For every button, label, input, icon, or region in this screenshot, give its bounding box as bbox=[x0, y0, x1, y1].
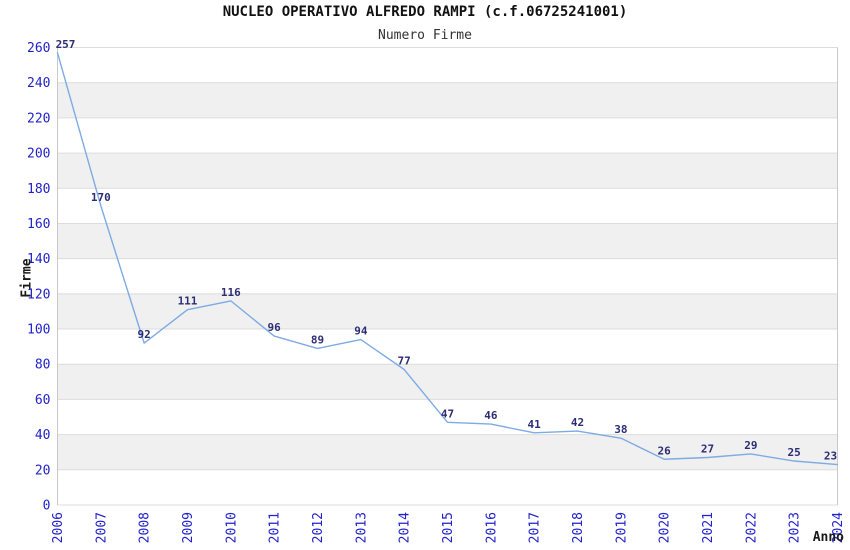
data-point-label: 46 bbox=[484, 409, 498, 422]
y-tick-label: 60 bbox=[35, 393, 51, 408]
x-tick-label: 2011 bbox=[268, 512, 283, 543]
x-tick-label: 2019 bbox=[614, 512, 629, 543]
chart-title: NUCLEO OPERATIVO ALFREDO RAMPI (c.f.0672… bbox=[222, 4, 628, 20]
data-point-label: 25 bbox=[788, 446, 801, 459]
x-tick-label: 2015 bbox=[441, 512, 456, 543]
y-tick-label: 140 bbox=[27, 252, 50, 267]
x-tick-label: 2022 bbox=[744, 512, 759, 543]
y-tick-label: 80 bbox=[35, 358, 51, 373]
data-point-label: 257 bbox=[56, 38, 76, 51]
series-line bbox=[56, 52, 839, 466]
x-axis-title: Anno bbox=[812, 530, 844, 545]
data-point-label: 41 bbox=[528, 418, 542, 431]
y-tick-label: 220 bbox=[27, 111, 50, 126]
x-tick-label: 2023 bbox=[788, 512, 803, 543]
x-tick-label: 2012 bbox=[311, 512, 326, 543]
y-tick-label: 40 bbox=[35, 428, 51, 443]
x-tick-label: 2008 bbox=[138, 512, 153, 543]
y-tick-label: 240 bbox=[27, 76, 50, 91]
data-point-label: 77 bbox=[398, 355, 411, 368]
row-band bbox=[57, 293, 838, 330]
y-tick-label: 180 bbox=[27, 182, 50, 197]
row-band bbox=[57, 223, 838, 259]
y-tick-label: 20 bbox=[35, 463, 51, 478]
data-point-label: 38 bbox=[614, 423, 627, 436]
x-tick-label: 2009 bbox=[181, 512, 196, 543]
y-tick-label: 100 bbox=[27, 323, 50, 338]
data-point-label: 92 bbox=[138, 328, 151, 341]
y-tick-label: 120 bbox=[27, 287, 50, 302]
x-tick-label: 2017 bbox=[528, 512, 543, 543]
data-point-label: 111 bbox=[178, 295, 198, 308]
data-point-label: 29 bbox=[744, 439, 757, 452]
data-point-label: 47 bbox=[441, 407, 454, 420]
row-band bbox=[57, 434, 838, 470]
row-band bbox=[57, 364, 838, 400]
x-tick-label: 2016 bbox=[484, 512, 499, 543]
data-point-label: 42 bbox=[571, 416, 584, 429]
data-point-label: 170 bbox=[91, 191, 111, 204]
x-tick-label: 2006 bbox=[51, 512, 66, 543]
x-tick-label: 2007 bbox=[94, 512, 109, 543]
y-axis-title: Firme bbox=[19, 258, 35, 298]
x-tick-label: 2018 bbox=[571, 512, 586, 543]
x-tick-label: 2021 bbox=[701, 512, 716, 543]
x-tick-label: 2010 bbox=[224, 512, 239, 543]
row-band bbox=[57, 82, 838, 118]
data-point-label: 23 bbox=[824, 450, 837, 463]
data-point-label: 26 bbox=[658, 444, 672, 457]
x-tick-label: 2014 bbox=[398, 512, 413, 543]
y-tick-label: 260 bbox=[27, 41, 50, 56]
data-point-label: 96 bbox=[268, 321, 282, 334]
data-point-label: 116 bbox=[221, 286, 241, 299]
data-point-label: 89 bbox=[311, 333, 324, 346]
y-tick-label: 0 bbox=[43, 499, 51, 514]
y-tick-label: 160 bbox=[27, 217, 50, 232]
data-point-label: 27 bbox=[701, 442, 714, 455]
data-point-label: 94 bbox=[354, 325, 368, 338]
x-tick-label: 2024 bbox=[831, 512, 846, 543]
row-band bbox=[57, 153, 838, 189]
x-tick-label: 2020 bbox=[658, 512, 673, 543]
y-tick-label: 200 bbox=[27, 147, 50, 162]
chart-subtitle: Numero Firme bbox=[378, 28, 472, 43]
x-tick-label: 2013 bbox=[354, 512, 369, 543]
